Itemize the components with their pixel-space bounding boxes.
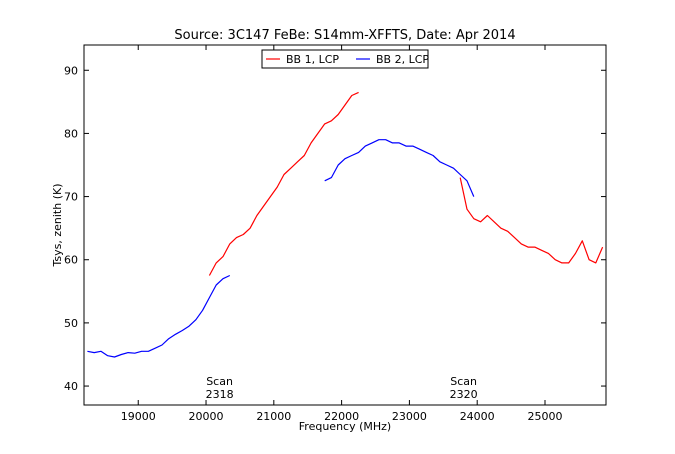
x-axis-label: Frequency (MHz) xyxy=(299,420,391,433)
y-tick-label: 80 xyxy=(64,127,78,140)
plot-frame xyxy=(83,44,607,406)
annotation-value: 2318 xyxy=(206,388,234,401)
y-tick-label: 90 xyxy=(64,64,78,77)
annotation-value: 2320 xyxy=(450,388,478,401)
axis-ticks: 19000 20000 21000 22000 23000 24000 25000 40 50 6… xyxy=(64,45,606,423)
series-line-1 xyxy=(459,177,604,264)
y-tick-label: 40 xyxy=(64,380,78,393)
series-layer xyxy=(87,91,604,358)
y-tick-label: 70 xyxy=(64,191,78,204)
annotation-label: Scan xyxy=(450,375,477,388)
legend-label-bb2: BB 2, LCP xyxy=(376,53,429,66)
x-tick-label: 25000 xyxy=(527,410,562,423)
chart-title: Source: 3C147 FeBe: S14mm-XFFTS, Date: A… xyxy=(174,28,515,43)
y-tick-label: 50 xyxy=(64,317,78,330)
x-tick-label: 21000 xyxy=(256,410,291,423)
x-tick-label: 20000 xyxy=(189,410,224,423)
x-tick-label: 23000 xyxy=(392,410,427,423)
x-tick-label: 19000 xyxy=(121,410,156,423)
series-line-0 xyxy=(208,91,359,276)
legend-label-bb1: BB 1, LCP xyxy=(286,53,339,66)
legend-box xyxy=(261,49,429,69)
annotation-label: Scan xyxy=(206,375,233,388)
x-tick-label: 22000 xyxy=(324,410,359,423)
y-tick-label: 60 xyxy=(64,254,78,267)
x-tick-label: 24000 xyxy=(460,410,495,423)
legend: BB 1, LCP BB 2, LCP xyxy=(261,49,429,69)
series-line-3 xyxy=(324,139,475,197)
y-axis-label: Tsys, zenith (K) xyxy=(51,183,64,267)
series-line-2 xyxy=(87,274,231,358)
